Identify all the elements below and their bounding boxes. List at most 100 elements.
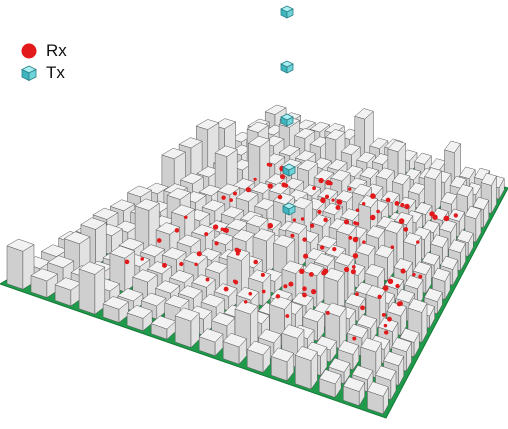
rx-point: [325, 310, 330, 315]
building-roof: [257, 328, 282, 344]
building-roof: [169, 269, 194, 283]
building-roof: [102, 296, 130, 310]
building-roof: [337, 340, 360, 355]
building-roof: [384, 220, 404, 234]
building-roof: [191, 274, 216, 288]
rx-point: [245, 187, 251, 193]
building-roof: [336, 222, 357, 236]
rx-points: [124, 162, 458, 341]
rx-point: [223, 286, 229, 292]
rx-point: [351, 265, 356, 269]
tx-cube-icon: [282, 202, 296, 216]
building-roof: [421, 251, 441, 266]
rx-point: [319, 245, 325, 250]
building-roof: [176, 234, 201, 248]
building-roof: [440, 255, 459, 270]
building-roof: [140, 292, 167, 307]
building-roof: [195, 119, 220, 130]
rx-point: [383, 323, 388, 328]
rx-point: [318, 177, 324, 184]
building: [318, 369, 342, 399]
tx-cube-icon: [280, 5, 294, 19]
rx-point: [196, 251, 202, 257]
building: [78, 261, 106, 315]
tx-cube-right: [286, 63, 294, 74]
rx-point: [267, 222, 274, 229]
building-roof: [383, 351, 405, 367]
rx-point: [267, 183, 273, 189]
rx-point: [162, 262, 167, 268]
rx-point: [355, 221, 360, 226]
rx-point: [376, 209, 380, 214]
building: [342, 376, 366, 407]
building-roof: [220, 206, 245, 219]
building-roof: [109, 245, 136, 259]
building-roof: [354, 108, 374, 120]
building-roof: [161, 247, 187, 260]
rx-point: [360, 305, 365, 311]
building-roof: [252, 228, 276, 242]
building-roof: [395, 288, 416, 304]
building-roof: [47, 255, 75, 269]
building-roof: [248, 269, 272, 283]
rx-point: [281, 182, 287, 188]
building-side: [6, 245, 24, 290]
rx-point: [387, 316, 392, 322]
rx-point: [233, 280, 239, 285]
building-roof: [430, 234, 449, 248]
rx-point: [348, 235, 353, 240]
building-roof: [198, 328, 224, 343]
building-roof: [134, 198, 160, 211]
building-roof: [448, 239, 466, 254]
building-side: [295, 354, 312, 390]
legend-label-tx: Tx: [46, 63, 65, 82]
building: [54, 277, 82, 307]
rx-point: [194, 262, 198, 267]
building-roof: [140, 244, 166, 257]
building-roof: [154, 280, 181, 294]
building: [109, 245, 136, 293]
building-roof: [174, 307, 200, 322]
building: [440, 191, 458, 219]
building-roof: [217, 183, 241, 196]
tx-cube-icon: [280, 60, 294, 74]
building-roof: [309, 121, 331, 133]
rx-point: [332, 246, 337, 252]
tx-cube-icon: [280, 113, 294, 127]
building-roof: [318, 369, 342, 385]
building-roof: [464, 205, 482, 220]
building-roof: [222, 332, 248, 348]
rx-point: [400, 202, 405, 208]
building: [247, 135, 271, 193]
rx-point: [335, 205, 341, 211]
teal-cube-icon: [21, 65, 37, 82]
rx-point: [362, 240, 366, 244]
rx-point: [204, 232, 209, 237]
building-roof: [458, 166, 476, 179]
building-roof: [375, 365, 397, 381]
rx-point: [361, 201, 366, 206]
building-roof: [323, 267, 346, 282]
rx-point: [285, 314, 290, 318]
building: [294, 346, 318, 390]
building-roof: [179, 172, 204, 185]
rx-point: [352, 253, 359, 259]
building: [310, 214, 332, 245]
rx-point: [277, 194, 283, 200]
building-roof: [472, 196, 490, 210]
rx-point: [299, 268, 305, 274]
building-roof: [164, 294, 190, 309]
building-roof: [302, 308, 325, 323]
building-roof: [281, 324, 305, 339]
rx-point: [317, 209, 322, 215]
rx-point: [390, 245, 395, 249]
building-roof: [281, 260, 304, 274]
building-roof: [391, 337, 412, 353]
tx-stack: [280, 5, 296, 216]
building-roof: [369, 137, 389, 149]
building-roof: [177, 285, 203, 299]
building-roof: [201, 199, 226, 212]
rx-point: [387, 278, 394, 285]
building-roof: [352, 183, 372, 197]
rx-point: [174, 228, 180, 233]
